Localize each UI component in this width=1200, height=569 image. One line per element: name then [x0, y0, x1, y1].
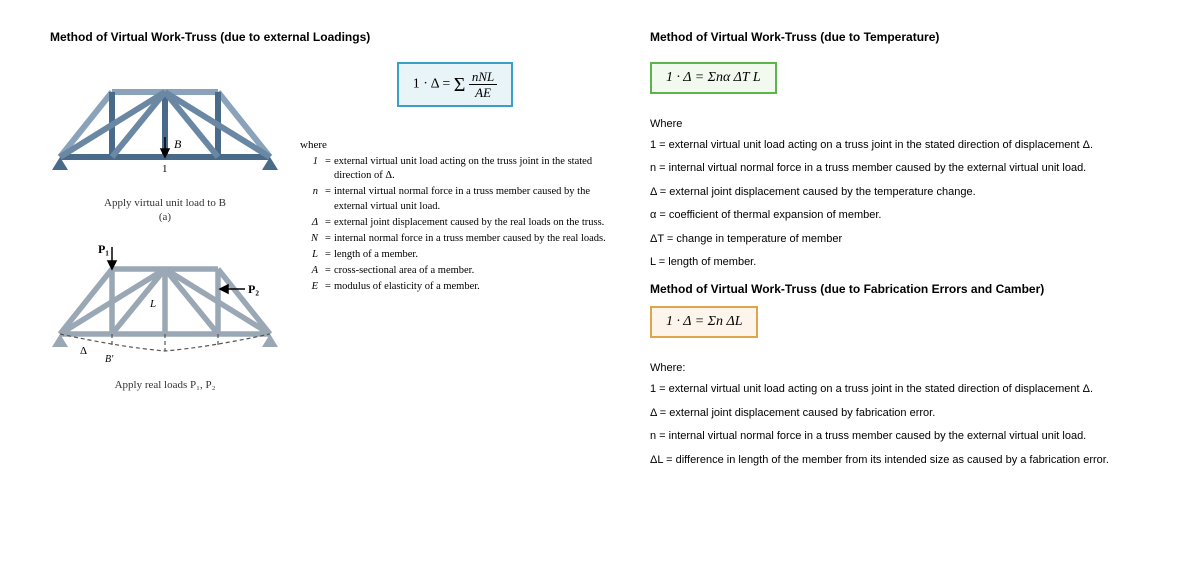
truss-b-svg: P₁ P₂ L Δ B' — [50, 239, 280, 374]
sigma-symbol: Σ — [454, 76, 466, 94]
temp-def: n = internal virtual normal force in a t… — [650, 161, 1150, 176]
def-row: L=length of a member. — [300, 248, 610, 262]
def-row: 1=external virtual unit load acting on t… — [300, 155, 610, 183]
temp-def: L = length of member. — [650, 255, 1150, 270]
temp-def: Δ = external joint displacement caused b… — [650, 185, 1150, 200]
left-column: Method of Virtual Work-Truss (due to ext… — [50, 30, 610, 476]
temp-def: ΔT = change in temperature of member — [650, 232, 1150, 247]
truss-diagrams: B 1 Apply virtual unit load to B (a) — [50, 62, 280, 392]
page-container: Method of Virtual Work-Truss (due to ext… — [50, 30, 1150, 476]
truss-a-label-B: B — [174, 137, 182, 151]
formula-lhs: 1 · Δ = — [413, 77, 454, 92]
truss-a-caption1: Apply virtual unit load to B — [50, 196, 280, 210]
truss-b-label-delta: Δ — [80, 345, 87, 357]
def-row: Δ=external joint displacement caused by … — [300, 216, 610, 230]
where-label-left: where — [300, 139, 610, 151]
right-column: Method of Virtual Work-Truss (due to Tem… — [650, 30, 1150, 476]
def-row: n=internal virtual normal force in a tru… — [300, 185, 610, 213]
truss-b-caption: Apply real loads P₁, P₂ — [50, 378, 280, 392]
fab-def: 1 = external virtual unit load acting on… — [650, 382, 1150, 397]
temp-def: α = coefficient of thermal expansion of … — [650, 208, 1150, 223]
fab-heading: Method of Virtual Work-Truss (due to Fab… — [650, 282, 1150, 296]
def-row: N=internal normal force in a truss membe… — [300, 232, 610, 246]
left-heading: Method of Virtual Work-Truss (due to ext… — [50, 30, 610, 44]
formula-box-fab: 1 · Δ = Σn ΔL — [650, 306, 758, 338]
left-formula-area: 1 · Δ = Σ nNL AE where 1=external virtua… — [300, 62, 610, 297]
formula-box-temp: 1 · Δ = Σnα ΔT L — [650, 62, 777, 94]
fab-def: Δ = external joint displacement caused b… — [650, 406, 1150, 421]
fab-def: ΔL = difference in length of the member … — [650, 453, 1150, 468]
temp-heading: Method of Virtual Work-Truss (due to Tem… — [650, 30, 1150, 44]
temp-def: 1 = external virtual unit load acting on… — [650, 138, 1150, 153]
truss-a-caption2: (a) — [50, 210, 280, 224]
def-row: E=modulus of elasticity of a member. — [300, 280, 610, 294]
truss-a-svg: B 1 — [50, 62, 280, 192]
temp-where: Where — [650, 118, 1150, 130]
left-inner: B 1 Apply virtual unit load to B (a) — [50, 62, 610, 392]
fab-where: Where: — [650, 362, 1150, 374]
formula-frac: nNL AE — [469, 70, 497, 99]
def-row: A=cross-sectional area of a member. — [300, 264, 610, 278]
frac-num: nNL — [469, 70, 497, 85]
formula-box-loadings: 1 · Δ = Σ nNL AE — [397, 62, 514, 107]
truss-b-label-P1: P₁ — [98, 242, 109, 256]
fab-def: n = internal virtual normal force in a t… — [650, 429, 1150, 444]
truss-a-label-1: 1 — [162, 163, 168, 175]
frac-den: AE — [469, 85, 497, 99]
left-definitions: 1=external virtual unit load acting on t… — [300, 155, 610, 295]
truss-b-label-L: L — [149, 298, 156, 310]
truss-b-label-B: B' — [105, 354, 114, 365]
truss-b-label-P2: P₂ — [248, 282, 259, 296]
